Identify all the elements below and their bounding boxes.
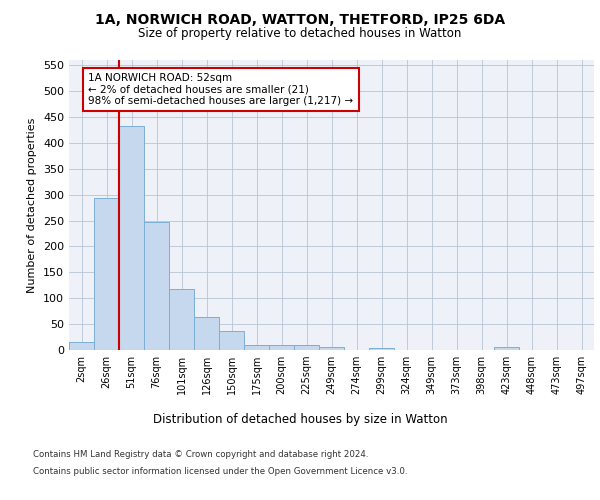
Bar <box>494 348 519 350</box>
Text: 1A NORWICH ROAD: 52sqm
← 2% of detached houses are smaller (21)
98% of semi-deta: 1A NORWICH ROAD: 52sqm ← 2% of detached … <box>89 73 353 106</box>
Bar <box>244 346 269 350</box>
Bar <box>69 342 94 350</box>
Bar <box>294 345 319 350</box>
Text: Contains public sector information licensed under the Open Government Licence v3: Contains public sector information licen… <box>33 468 407 476</box>
Bar <box>119 126 144 350</box>
Text: Size of property relative to detached houses in Watton: Size of property relative to detached ho… <box>139 28 461 40</box>
Bar <box>369 348 394 350</box>
Bar <box>269 345 294 350</box>
Bar <box>144 222 169 350</box>
Text: Distribution of detached houses by size in Watton: Distribution of detached houses by size … <box>152 412 448 426</box>
Bar <box>219 332 244 350</box>
Y-axis label: Number of detached properties: Number of detached properties <box>28 118 37 292</box>
Bar <box>194 317 219 350</box>
Bar <box>94 198 119 350</box>
Text: Contains HM Land Registry data © Crown copyright and database right 2024.: Contains HM Land Registry data © Crown c… <box>33 450 368 459</box>
Bar <box>169 289 194 350</box>
Bar <box>319 348 344 350</box>
Text: 1A, NORWICH ROAD, WATTON, THETFORD, IP25 6DA: 1A, NORWICH ROAD, WATTON, THETFORD, IP25… <box>95 12 505 26</box>
